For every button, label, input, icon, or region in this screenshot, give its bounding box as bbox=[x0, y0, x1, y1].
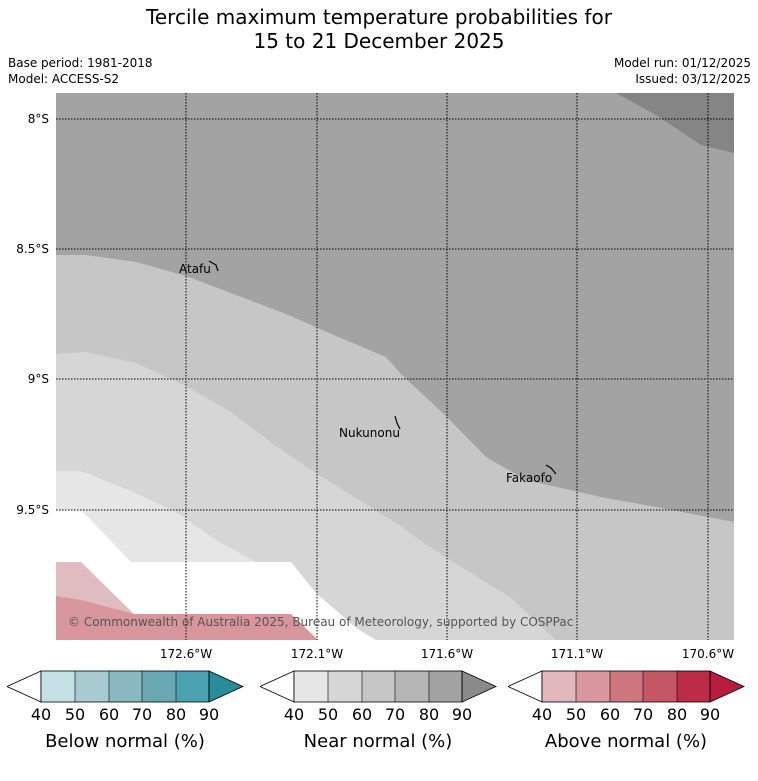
model-run-text: Model run: 01/12/2025 bbox=[613, 56, 751, 70]
colorbar-near-tick: 70 bbox=[384, 705, 406, 724]
colorbar-above-normal-bin bbox=[542, 671, 576, 702]
colorbar-above-tick: 90 bbox=[699, 705, 721, 724]
colorbar-above-tick: 70 bbox=[632, 705, 654, 724]
colorbar-above-normal-bin bbox=[576, 671, 610, 702]
map-title-line-1: Tercile maximum temperature probabilitie… bbox=[146, 5, 612, 29]
latitude-label-8-5s: 8.5°S bbox=[16, 242, 49, 256]
colorbar-below-normal bbox=[7, 670, 244, 703]
base-period-text: Base period: 1981-2018 bbox=[8, 56, 153, 70]
colorbar-below-normal-bin bbox=[142, 671, 176, 702]
colorbar-above-tick: 60 bbox=[599, 705, 621, 724]
colorbar-near-tick: 50 bbox=[317, 705, 339, 724]
place-label-nukunonu: Nukunonu bbox=[339, 426, 400, 440]
colorbar-near-normal bbox=[260, 670, 497, 703]
colorbar-below-tick: 80 bbox=[165, 705, 187, 724]
colorbar-below-tick: 50 bbox=[64, 705, 86, 724]
colorbar-above-normal-bin bbox=[643, 671, 677, 702]
colorbar-below-tick: 90 bbox=[198, 705, 220, 724]
latitude-label-9s: 9°S bbox=[27, 372, 49, 386]
colorbar-above-normal bbox=[508, 670, 745, 703]
model-text: Model: ACCESS-S2 bbox=[8, 72, 120, 86]
colorbar-above-normal-bin bbox=[677, 671, 710, 702]
longitude-label-171-1w: 171.1°W bbox=[550, 647, 604, 661]
colorbar-near-tick: 40 bbox=[283, 705, 305, 724]
nukunonu-island-shape bbox=[394, 415, 401, 430]
colorbar-above-tick: 80 bbox=[666, 705, 688, 724]
colorbar-near-tick: 90 bbox=[451, 705, 473, 724]
longitude-label-170-6w: 170.6°W bbox=[681, 647, 735, 661]
place-label-atafu: Atafu bbox=[179, 262, 211, 276]
colorbar-near-normal-bin bbox=[395, 671, 429, 702]
colorbar-near-normal-bin bbox=[294, 671, 328, 702]
longitude-label-171-6w: 171.6°W bbox=[420, 647, 474, 661]
map-title-line-2: 15 to 21 December 2025 bbox=[253, 29, 505, 53]
colorbar-below-tick: 40 bbox=[30, 705, 52, 724]
colorbar-above-normal-bin bbox=[610, 671, 643, 702]
colorbar-below-normal-bin bbox=[75, 671, 109, 702]
colorbar-below-normal-bin bbox=[109, 671, 142, 702]
map-canvas bbox=[56, 93, 734, 640]
island-outlines bbox=[208, 260, 557, 475]
colorbar-near-normal-bin bbox=[429, 671, 462, 702]
colorbar-below-normal-bin bbox=[41, 671, 75, 702]
issued-text: Issued: 03/12/2025 bbox=[635, 72, 751, 86]
colorbar-above-tick: 50 bbox=[565, 705, 587, 724]
atafu-island-shape bbox=[208, 260, 219, 272]
colorbar-below-tick: 60 bbox=[98, 705, 120, 724]
colorbar-above-tick: 40 bbox=[531, 705, 553, 724]
colorbar-below-normal-bin bbox=[176, 671, 209, 702]
colorbar-near-normal-bin bbox=[362, 671, 395, 702]
fakaofo-island-shape bbox=[545, 464, 557, 475]
colorbar-near-normal-bin bbox=[328, 671, 362, 702]
white-no-dominant-zone bbox=[56, 510, 376, 640]
graticule bbox=[56, 93, 734, 640]
place-label-fakaofo: Fakaofo bbox=[506, 471, 553, 485]
probability-map[interactable] bbox=[56, 93, 734, 640]
above-normal-50-zone bbox=[56, 596, 318, 640]
copyright-notice: © Commonwealth of Australia 2025, Bureau… bbox=[68, 615, 574, 629]
latitude-label-8s: 8°S bbox=[27, 112, 49, 126]
colorbar-near-tick: 80 bbox=[418, 705, 440, 724]
colorbar-below-tick: 70 bbox=[131, 705, 153, 724]
colorbar-near-tick: 60 bbox=[351, 705, 373, 724]
colorbar-near-normal-label: Near normal (%) bbox=[303, 731, 453, 752]
latitude-label-9-5s: 9.5°S bbox=[16, 503, 49, 517]
longitude-label-172-6w: 172.6°W bbox=[159, 647, 213, 661]
colorbar-above-normal-label: Above normal (%) bbox=[544, 731, 708, 752]
longitude-label-172-1w: 172.1°W bbox=[290, 647, 344, 661]
colorbar-below-normal-label: Below normal (%) bbox=[45, 731, 205, 752]
near-normal-90-zone bbox=[616, 93, 734, 153]
